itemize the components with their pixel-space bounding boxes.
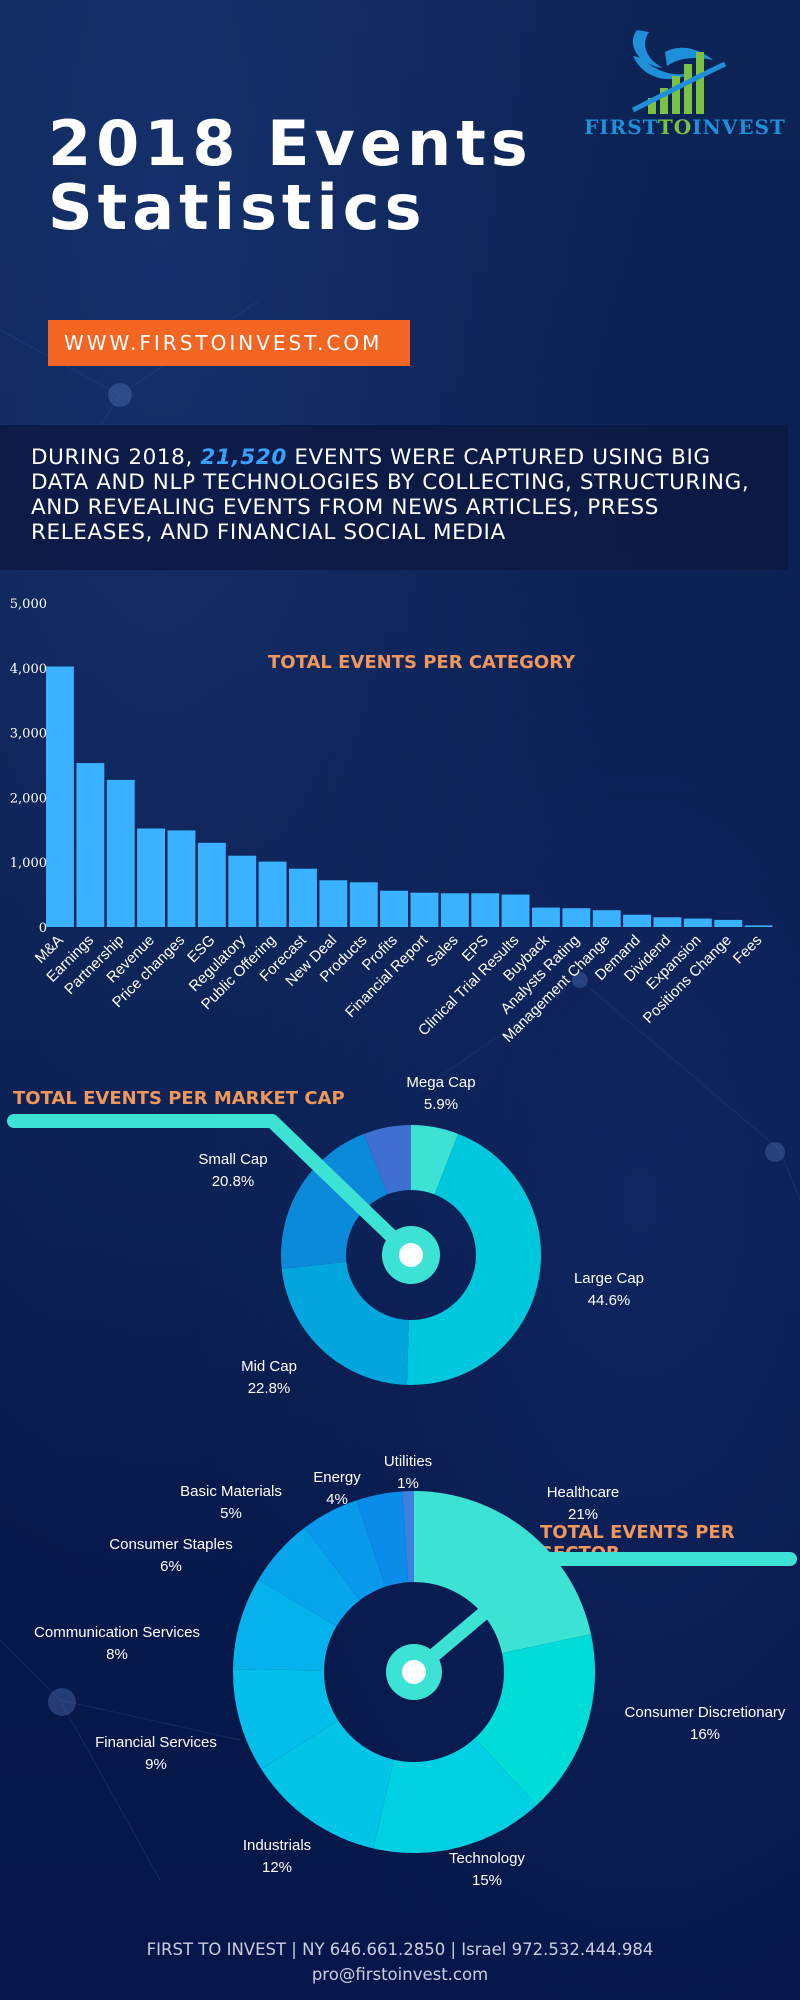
- page-title: 2018 Events Statistics: [48, 112, 533, 240]
- intro-banner: During 2018, 21,520 events were captured…: [0, 425, 788, 570]
- bar: [319, 880, 348, 927]
- bar: [258, 861, 287, 927]
- y-tick-label: 0: [39, 921, 47, 936]
- title-line-2: Statistics: [48, 171, 427, 244]
- slice-label: Basic Materials: [180, 1483, 282, 1500]
- footer-email[interactable]: pro@firstoinvest.com: [311, 1965, 489, 1984]
- donut-slice: [411, 1125, 459, 1195]
- bar: [46, 666, 74, 927]
- website-link-button[interactable]: WWW.FIRSTOINVEST.COM: [48, 320, 410, 366]
- slice-value-label: 16%: [690, 1726, 720, 1743]
- market-cap-donut-chart: Mega Cap 5.9% Large Cap 44.6% Mid Cap 22.8% Sm…: [7, 1074, 644, 1397]
- bar: [471, 893, 500, 927]
- donut-slice: [356, 1491, 409, 1587]
- donut-slice: [258, 1527, 360, 1627]
- bar: [592, 910, 621, 927]
- slice-label: Financial Services: [95, 1734, 217, 1751]
- slice-value-label: 6%: [160, 1558, 182, 1575]
- center-dot: [399, 1243, 423, 1267]
- bar: [532, 907, 560, 927]
- slice-value-label: 8%: [106, 1646, 128, 1663]
- y-tick-label: 2,000: [10, 791, 47, 806]
- slice-label: Technology: [449, 1850, 525, 1867]
- slice-value-label: 15%: [472, 1872, 502, 1889]
- bar: [167, 830, 196, 927]
- bar: [76, 763, 105, 927]
- slice-value-label: 5%: [220, 1505, 242, 1522]
- slice-value-label: 20.8%: [212, 1173, 255, 1190]
- slice-value-label: 21%: [568, 1506, 598, 1523]
- bar: [106, 779, 135, 927]
- slice-value-label: 9%: [145, 1756, 167, 1773]
- center-dot: [402, 1660, 426, 1684]
- x-tick-label: Sales: [423, 932, 462, 971]
- donut-slice: [233, 1669, 339, 1770]
- pointer-line: [407, 1552, 797, 1679]
- donut-slice: [414, 1491, 592, 1654]
- slice-label: Small Cap: [198, 1151, 267, 1168]
- donut-slice: [261, 1720, 394, 1849]
- slice-value-label: 5.9%: [424, 1096, 458, 1113]
- bar: [623, 914, 651, 927]
- bar: [653, 917, 682, 927]
- bar: [440, 893, 469, 927]
- bar: [744, 925, 773, 927]
- footer-contact: FIRST TO INVEST | NY 646.661.2850 | Isra…: [146, 1940, 654, 1959]
- y-tick-label: 4,000: [10, 662, 47, 677]
- donut-slice: [281, 1261, 409, 1385]
- bar: [683, 918, 712, 927]
- intro-suffix: events were captured using big data and …: [31, 445, 750, 545]
- y-tick-label: 1,000: [10, 856, 47, 871]
- slice-label: Energy: [313, 1469, 361, 1486]
- bar: [197, 842, 226, 927]
- market-cap-chart-title: TOTAL EVENTS PER MARKET CAP: [13, 1088, 345, 1109]
- bar: [562, 908, 591, 927]
- bar: [349, 882, 378, 927]
- donut-slice: [281, 1133, 388, 1269]
- donut-slice: [363, 1125, 411, 1195]
- company-logo: [631, 30, 727, 114]
- slice-value-label: 22.8%: [248, 1380, 291, 1397]
- logo-text: FIRSTTOINVEST: [584, 115, 786, 139]
- bar: [228, 855, 257, 927]
- pointer-line: [7, 1114, 418, 1262]
- footer: FIRST TO INVEST | NY 646.661.2850 | Isra…: [0, 1937, 800, 1987]
- bar: [501, 894, 530, 927]
- intro-prefix: During 2018,: [31, 445, 201, 470]
- slice-label: Large Cap: [574, 1270, 644, 1287]
- slice-value-label: 1%: [397, 1475, 419, 1492]
- donut-slice: [373, 1738, 537, 1853]
- slice-label: Mega Cap: [406, 1074, 475, 1091]
- slice-label: Healthcare: [547, 1484, 620, 1501]
- slice-label: Communication Services: [34, 1624, 200, 1641]
- slice-label: Mid Cap: [241, 1358, 297, 1375]
- donut-slice: [406, 1133, 541, 1385]
- title-line-1: 2018 Events: [48, 107, 533, 180]
- slice-label: Industrials: [243, 1837, 311, 1854]
- slice-value-label: 44.6%: [588, 1292, 631, 1309]
- slice-value-label: 12%: [262, 1859, 292, 1876]
- donut-slice: [233, 1579, 337, 1671]
- donut-slice: [475, 1634, 595, 1806]
- slice-label: Consumer Staples: [109, 1536, 232, 1553]
- donut-slice: [402, 1491, 414, 1583]
- x-tick-label: Fees: [730, 932, 766, 968]
- bar-chart-title: TOTAL EVENTS PER CATEGORY: [268, 652, 576, 673]
- slice-label: Consumer Discretionary: [625, 1704, 786, 1721]
- slice-label: Utilities: [384, 1453, 432, 1470]
- bar: [137, 828, 165, 927]
- bar: [289, 868, 317, 927]
- donut-slice: [304, 1500, 386, 1601]
- y-tick-label: 5,000: [10, 597, 47, 612]
- slice-value-label: 4%: [326, 1491, 348, 1508]
- sector-donut-chart: Healthcare 21% Consumer Discretionary 16% Te…: [34, 1453, 797, 1889]
- bar: [410, 892, 439, 927]
- category-bar-chart: 01,0002,0003,0004,0005,000M&AEarningsPar…: [10, 597, 773, 1046]
- y-tick-label: 3,000: [10, 727, 47, 742]
- bar: [714, 919, 743, 927]
- intro-highlight-count: 21,520: [200, 445, 287, 470]
- bar: [380, 890, 408, 927]
